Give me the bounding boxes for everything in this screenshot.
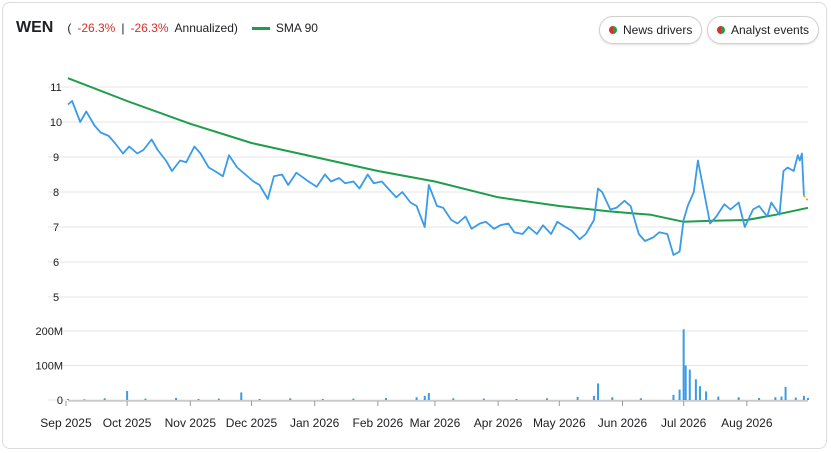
x-tick-label: Dec 2025 (226, 416, 278, 430)
volume-bar (240, 392, 243, 400)
volume-bar (197, 398, 200, 400)
volume-bar (705, 391, 708, 400)
volume-bar (452, 398, 455, 400)
x-tick-label: May 2026 (533, 416, 586, 430)
volume-bar (427, 393, 430, 400)
y-tick-label: 10 (50, 117, 62, 129)
volume-bar (385, 397, 388, 400)
volume-bar (321, 398, 324, 400)
volume-tick-label: 0 (57, 395, 63, 407)
volume-bar (682, 329, 685, 400)
volume-bar (802, 395, 805, 400)
x-tick-label: Mar 2026 (410, 416, 461, 430)
y-tick-label: 5 (53, 292, 59, 304)
separator: | (121, 21, 125, 35)
x-tick-label: Jan 2026 (290, 416, 340, 430)
x-tick-label: Aug 2026 (721, 416, 773, 430)
y-tick-label: 7 (53, 222, 59, 234)
sma-legend-label: SMA 90 (275, 21, 318, 35)
volume-bar (103, 398, 106, 400)
annualized-change-value: -26.3% (130, 21, 169, 35)
news-drivers-button[interactable]: News drivers (599, 16, 703, 44)
volume-bar (83, 399, 86, 400)
annualized-label: Annualized) (174, 21, 238, 35)
volume-bar (780, 396, 783, 400)
volume-bar (774, 397, 777, 400)
news-dot-icon (609, 26, 617, 34)
price-latest-segment (803, 194, 809, 202)
volume-tick-label: 100M (35, 361, 63, 373)
x-tick-label: Feb 2026 (353, 416, 404, 430)
open-paren: ( (67, 21, 72, 35)
volume-bar (784, 386, 787, 400)
volume-bar (352, 398, 355, 400)
volume-bar (126, 391, 129, 400)
volume-bar (217, 398, 220, 400)
volume-bar (717, 396, 720, 400)
y-tick-label: 9 (53, 152, 59, 164)
volume-bar (67, 398, 69, 400)
volume-bar (482, 398, 485, 400)
volume-bar (546, 398, 549, 400)
analyst-events-button[interactable]: Analyst events (707, 16, 820, 44)
volume-bar (576, 396, 579, 400)
x-tick-label: Jul 2026 (661, 416, 707, 430)
chart-header: WEN ( -26.3% | -26.3% Annualized) SMA 90 (16, 19, 318, 37)
y-tick-label: 8 (53, 187, 59, 199)
volume-tick-label: 200M (35, 326, 63, 338)
volume-bar (258, 398, 261, 400)
x-tick-label: Nov 2025 (165, 416, 217, 430)
volume-bar (688, 369, 691, 400)
x-tick-label: Jun 2026 (598, 416, 648, 430)
x-tick-label: Oct 2025 (103, 416, 152, 430)
volume-bar (807, 397, 809, 400)
y-tick-label: 11 (50, 82, 61, 94)
news-drivers-label: News drivers (623, 23, 693, 37)
analyst-events-label: Analyst events (731, 23, 810, 37)
volume-bar (698, 386, 701, 400)
volume-bar (611, 397, 614, 400)
volume-bar (144, 398, 147, 400)
x-tick-label: Apr 2026 (474, 416, 523, 430)
sma-line (67, 77, 809, 223)
volume-bar (515, 398, 518, 400)
volume-bar (175, 397, 178, 400)
volume-bar (684, 365, 687, 400)
ticker-symbol: WEN (16, 19, 54, 36)
sma-legend-swatch (251, 26, 270, 30)
volume-bar (794, 397, 797, 400)
volume-bar (289, 398, 292, 400)
y-tick-label: 6 (53, 257, 59, 269)
change-value: -26.3% (77, 21, 116, 35)
volume-bar (678, 389, 681, 400)
chart-card: WEN ( -26.3% | -26.3% Annualized) SMA 90… (2, 2, 827, 449)
x-tick-label: Sep 2025 (40, 416, 92, 430)
volume-bar (758, 397, 761, 400)
volume-bar (672, 394, 675, 400)
analyst-dot-icon (717, 26, 725, 34)
volume-bar (423, 395, 426, 400)
volume-bar (597, 383, 600, 400)
volume-bar (415, 397, 418, 400)
volume-bar (737, 397, 740, 400)
price-line (67, 100, 805, 256)
volume-bar (694, 379, 697, 400)
volume-bar (592, 395, 595, 400)
volume-bar (639, 398, 642, 400)
